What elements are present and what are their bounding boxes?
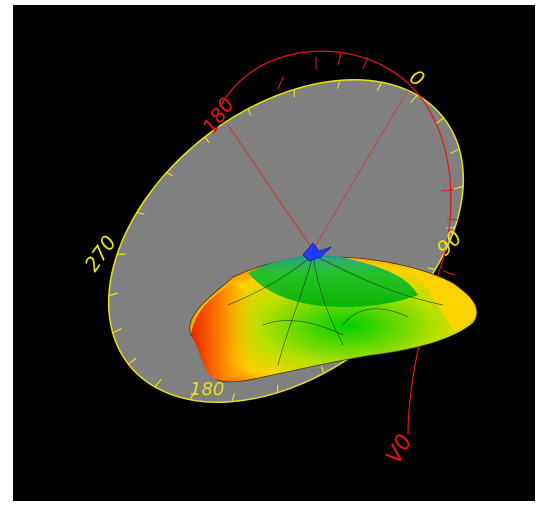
ring-tick [453,185,464,190]
ring-tick [435,117,444,125]
ring-tick [112,327,122,334]
pattern-lobe-left [191,283,260,381]
arc-tick [277,76,284,90]
pattern-surface-folds [227,254,444,366]
ring-tick [204,136,210,143]
arc-label-v0: V0 [382,430,418,468]
ring-tick [321,366,325,374]
ring-label-180: 180 [190,379,224,400]
arc-tick [440,189,454,192]
vertical-arc-ticks [277,52,460,276]
ring-tick [376,82,383,91]
vertical-cut-arc [219,50,460,436]
ring-tick [189,391,196,400]
arc-tick [362,56,369,70]
ring-tick [336,80,341,89]
ring-tick [108,292,119,297]
radiation-pattern-body [189,242,478,383]
ring-tick [427,267,436,271]
vertical-arc-radial-line [227,124,314,251]
arc-tick [442,270,456,276]
arc-tick [337,52,342,66]
ring-tick [136,211,145,215]
ring-tick [450,148,460,155]
pattern-lobe-right [413,270,476,331]
ring-label-0: 0 [405,64,429,91]
ring-tick [154,379,162,388]
ring-tick [231,393,236,402]
ring-tick [247,108,251,116]
vertical-arc-radial-line [312,89,409,251]
arc-tick [446,218,460,221]
ring-tick [128,357,137,365]
ring-tick [166,171,174,177]
pattern-feed-point [302,242,332,262]
ring-tick [410,94,418,103]
antenna-3d-viewport[interactable]: 0 90 180 270 180 V0 [13,5,535,501]
vertical-arc-path [219,50,452,436]
radiation-pattern-3d-scene: 0 90 180 270 180 V0 [79,50,478,468]
horizontal-ring-ticks [108,80,464,402]
pattern-lobe-top [248,254,418,307]
